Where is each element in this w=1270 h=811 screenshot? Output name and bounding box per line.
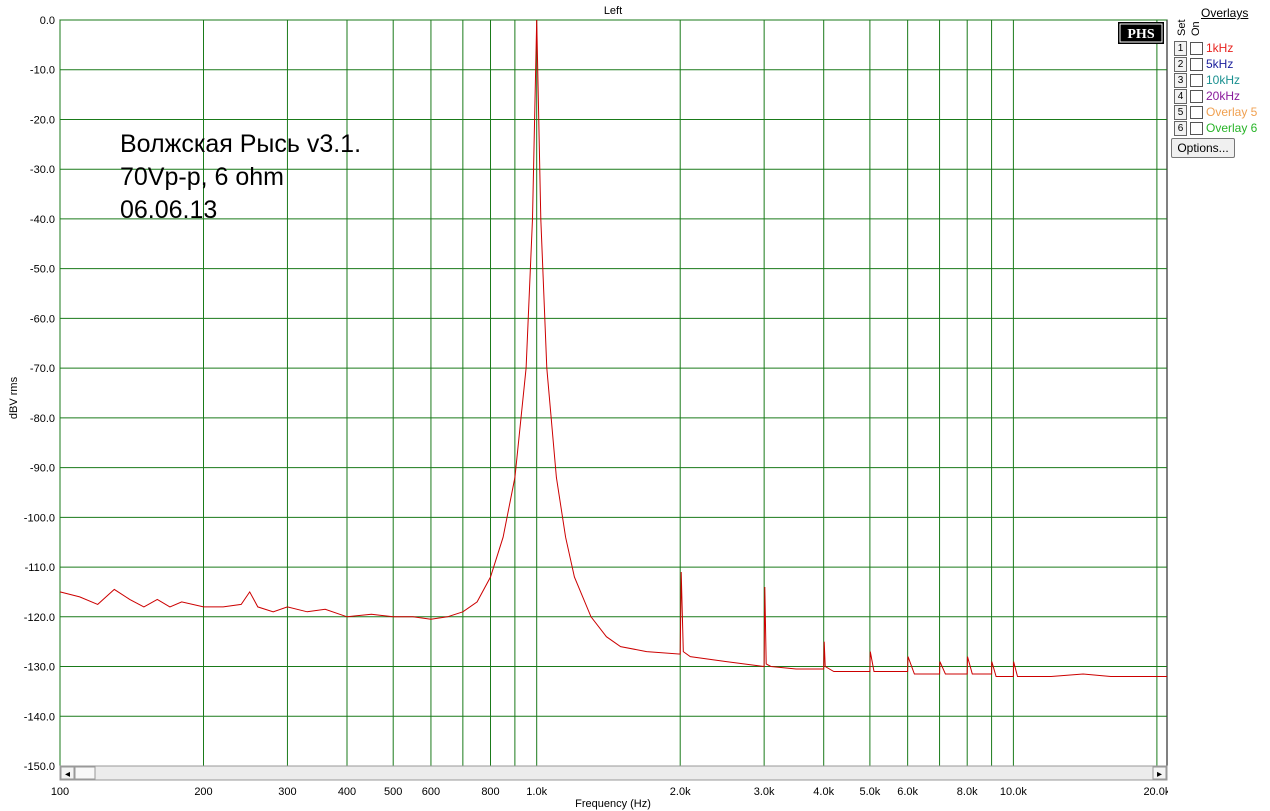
- x-tick-label: 300: [278, 786, 296, 798]
- phs-logo: PHS: [1118, 22, 1164, 44]
- overlay-label: 1kHz: [1206, 41, 1234, 55]
- x-axis-label: Frequency (Hz): [575, 798, 651, 810]
- horizontal-scrollbar[interactable]: ◂ ▸: [59, 765, 1168, 781]
- y-tick-label: -60.0: [30, 313, 55, 325]
- x-tick-label: 8.0k: [957, 786, 978, 798]
- scroll-left-arrow: ◂: [65, 769, 70, 780]
- overlay-label: Overlay 6: [1206, 121, 1258, 135]
- y-tick-label: -20.0: [30, 114, 55, 126]
- overlay-set-button[interactable]: 1: [1174, 41, 1187, 56]
- set-column-header: Set: [1176, 19, 1188, 36]
- x-tick-label: 2.0k: [670, 786, 691, 798]
- y-tick-label: -70.0: [30, 363, 55, 375]
- y-axis-label: dBV rms: [8, 376, 20, 419]
- x-tick-label: 400: [338, 786, 356, 798]
- x-tick-label: 10.0k: [1000, 786, 1027, 798]
- overlay-checkbox[interactable]: [1190, 90, 1203, 103]
- overlay-set-button[interactable]: 2: [1174, 57, 1187, 72]
- phs-logo-text: PHS: [1127, 27, 1154, 42]
- y-tick-label: 0.0: [40, 15, 55, 27]
- series-line: [59, 19, 1167, 677]
- scroll-left-button[interactable]: [60, 766, 75, 780]
- overlay-checkbox[interactable]: [1190, 74, 1203, 87]
- x-tick-label: 100: [51, 786, 69, 798]
- y-tick-labels: 0.0 -10.0 -20.0 -30.0 -40.0 -50.0 -60.0 -70.0 -8…: [24, 15, 55, 773]
- x-tick-label: 1.0k: [526, 786, 547, 798]
- scroll-thumb[interactable]: [74, 766, 96, 780]
- grid-layer: [59, 19, 1167, 767]
- x-tick-labels: 100 200 300 400 500 600 800 1.0k 2.0k 3.0k 4.0k 5.0…: [51, 786, 1171, 798]
- y-tick-label: -10.0: [30, 65, 55, 77]
- x-tick-label: 200: [194, 786, 212, 798]
- on-column-header: On: [1190, 21, 1202, 36]
- x-tick-label: 3.0k: [754, 786, 775, 798]
- scroll-right-arrow: ▸: [1157, 769, 1162, 780]
- overlay-checkbox[interactable]: [1190, 106, 1203, 119]
- overlays-title[interactable]: Overlays: [1201, 6, 1249, 20]
- x-tick-label: 500: [384, 786, 402, 798]
- x-tick-label: 20.0k: [1143, 786, 1170, 798]
- overlay-label: 5kHz: [1206, 57, 1234, 71]
- x-tick-label: 800: [481, 786, 499, 798]
- y-tick-label: -150.0: [24, 761, 55, 773]
- y-tick-label: -120.0: [24, 612, 55, 624]
- overlay-checkbox[interactable]: [1190, 58, 1203, 71]
- y-tick-label: -110.0: [25, 562, 55, 574]
- overlay-label: 10kHz: [1206, 73, 1241, 87]
- overlay-checkbox[interactable]: [1190, 122, 1203, 135]
- y-tick-label: -50.0: [30, 264, 55, 276]
- y-tick-label: -100.0: [24, 512, 55, 524]
- x-tick-label: 4.0k: [813, 786, 834, 798]
- y-tick-label: -90.0: [30, 463, 55, 475]
- annotation-line-2: 70Vp-p, 6 ohm: [120, 163, 284, 191]
- y-tick-label: -140.0: [24, 711, 55, 723]
- annotation: Волжская Рысь v3.1. 70Vp-p, 6 ohm 06.06.…: [120, 130, 361, 224]
- x-tick-label: 600: [422, 786, 440, 798]
- y-tick-label: -80.0: [30, 413, 55, 425]
- x-tick-label: 5.0k: [859, 786, 880, 798]
- annotation-line-3: 06.06.13: [120, 196, 217, 224]
- overlay-set-button[interactable]: 5: [1174, 105, 1187, 120]
- overlay-set-button[interactable]: 4: [1174, 89, 1187, 104]
- chart-title: Left: [604, 5, 622, 17]
- overlay-label: Overlay 5: [1206, 105, 1258, 119]
- annotation-line-1: Волжская Рысь v3.1.: [120, 130, 361, 158]
- y-tick-label: -30.0: [30, 164, 55, 176]
- overlay-label: 20kHz: [1206, 89, 1241, 103]
- overlay-set-button[interactable]: 6: [1174, 121, 1187, 136]
- overlay-checkbox[interactable]: [1190, 42, 1203, 55]
- overlay-set-button[interactable]: 3: [1174, 73, 1187, 88]
- x-tick-label: 6.0k: [897, 786, 918, 798]
- y-tick-label: -130.0: [24, 662, 55, 674]
- y-tick-label: -40.0: [30, 214, 55, 226]
- scroll-right-button[interactable]: [1152, 766, 1167, 780]
- options-button[interactable]: Options...: [1171, 138, 1235, 158]
